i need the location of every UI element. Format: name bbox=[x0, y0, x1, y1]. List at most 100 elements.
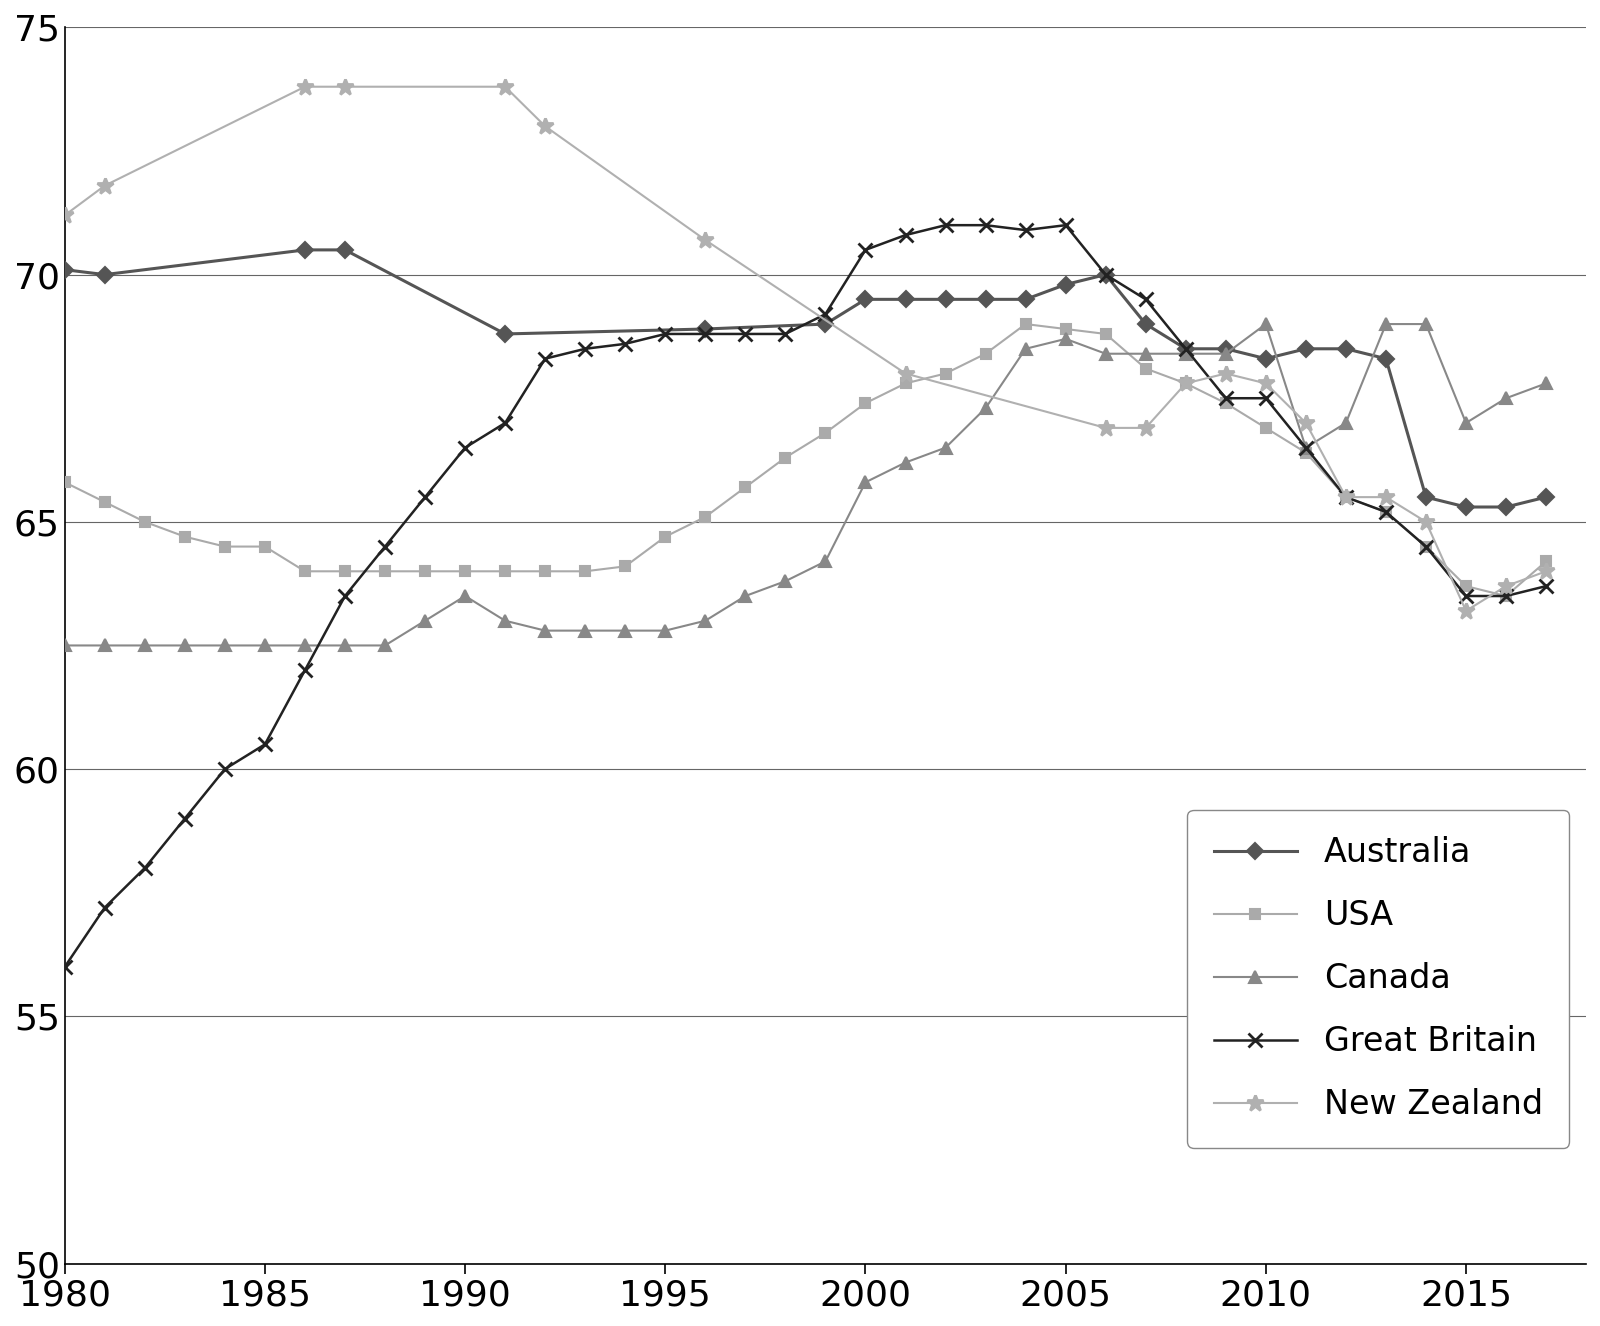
USA bbox=[1216, 395, 1235, 411]
Great Britain bbox=[1016, 223, 1035, 239]
Canada bbox=[1376, 316, 1395, 332]
USA bbox=[416, 564, 435, 579]
USA bbox=[456, 564, 475, 579]
Great Britain bbox=[1376, 504, 1395, 520]
Australia bbox=[1056, 277, 1075, 293]
New Zealand bbox=[1296, 415, 1315, 431]
Canada bbox=[94, 638, 114, 654]
New Zealand bbox=[1336, 489, 1355, 505]
Great Britain bbox=[1296, 440, 1315, 456]
Canada bbox=[336, 638, 355, 654]
USA bbox=[1336, 489, 1355, 505]
USA bbox=[1536, 553, 1555, 569]
USA bbox=[576, 564, 595, 579]
Great Britain bbox=[856, 241, 875, 257]
Legend: Australia, USA, Canada, Great Britain, New Zealand: Australia, USA, Canada, Great Britain, N… bbox=[1187, 810, 1570, 1148]
New Zealand bbox=[1216, 366, 1235, 382]
USA bbox=[1456, 578, 1475, 594]
New Zealand bbox=[896, 366, 915, 382]
Great Britain bbox=[1536, 578, 1555, 594]
USA bbox=[616, 558, 635, 574]
Canada bbox=[1056, 332, 1075, 347]
Great Britain bbox=[336, 587, 355, 603]
Australia bbox=[936, 292, 955, 308]
Australia bbox=[296, 241, 315, 257]
Australia bbox=[896, 292, 915, 308]
Great Britain bbox=[736, 326, 755, 342]
USA bbox=[896, 375, 915, 391]
Great Britain bbox=[136, 861, 155, 876]
USA bbox=[256, 538, 275, 554]
Australia bbox=[696, 321, 715, 337]
Great Britain bbox=[1456, 587, 1475, 603]
Australia bbox=[496, 326, 515, 342]
Great Britain bbox=[1216, 390, 1235, 406]
Great Britain bbox=[1496, 587, 1515, 603]
New Zealand bbox=[296, 78, 315, 94]
New Zealand bbox=[1496, 578, 1515, 594]
Canada bbox=[776, 573, 795, 589]
Great Britain bbox=[1416, 538, 1435, 554]
Canada bbox=[856, 475, 875, 491]
Canada bbox=[296, 638, 315, 654]
Canada bbox=[456, 587, 475, 603]
Great Britain bbox=[1176, 341, 1195, 357]
New Zealand bbox=[1536, 564, 1555, 579]
Australia bbox=[1496, 499, 1515, 514]
Great Britain bbox=[496, 415, 515, 431]
USA bbox=[1056, 321, 1075, 337]
Great Britain bbox=[896, 227, 915, 243]
USA bbox=[1016, 316, 1035, 332]
USA bbox=[816, 424, 835, 440]
Australia bbox=[816, 316, 835, 332]
USA bbox=[856, 395, 875, 411]
Australia bbox=[336, 241, 355, 257]
New Zealand bbox=[496, 78, 515, 94]
USA bbox=[176, 529, 195, 545]
Canada bbox=[1256, 316, 1275, 332]
Canada bbox=[256, 638, 275, 654]
Canada bbox=[936, 440, 955, 456]
Australia bbox=[1216, 341, 1235, 357]
Great Britain bbox=[1056, 217, 1075, 233]
Australia bbox=[1416, 489, 1435, 505]
Australia bbox=[1536, 489, 1555, 505]
Canada bbox=[1176, 346, 1195, 362]
USA bbox=[696, 509, 715, 525]
Australia bbox=[1296, 341, 1315, 357]
Australia bbox=[976, 292, 995, 308]
Great Britain bbox=[776, 326, 795, 342]
New Zealand bbox=[696, 232, 715, 248]
Line: USA: USA bbox=[59, 320, 1550, 601]
USA bbox=[1496, 587, 1515, 603]
Australia bbox=[1376, 350, 1395, 366]
Canada bbox=[1096, 346, 1115, 362]
Line: New Zealand: New Zealand bbox=[56, 78, 1555, 619]
New Zealand bbox=[1416, 514, 1435, 530]
Canada bbox=[616, 623, 635, 639]
USA bbox=[1376, 504, 1395, 520]
Australia bbox=[1256, 350, 1275, 366]
New Zealand bbox=[1136, 420, 1155, 436]
USA bbox=[976, 346, 995, 362]
Canada bbox=[576, 623, 595, 639]
Great Britain bbox=[616, 335, 635, 351]
USA bbox=[216, 538, 235, 554]
Canada bbox=[816, 553, 835, 569]
Canada bbox=[896, 455, 915, 471]
USA bbox=[54, 475, 74, 491]
Canada bbox=[1216, 346, 1235, 362]
New Zealand bbox=[1096, 420, 1115, 436]
Great Britain bbox=[216, 761, 235, 777]
Canada bbox=[416, 613, 435, 629]
Canada bbox=[1296, 440, 1315, 456]
New Zealand bbox=[536, 118, 555, 134]
Australia bbox=[1136, 316, 1155, 332]
Canada bbox=[536, 623, 555, 639]
New Zealand bbox=[1256, 375, 1275, 391]
USA bbox=[1416, 538, 1435, 554]
USA bbox=[1136, 361, 1155, 377]
Great Britain bbox=[456, 440, 475, 456]
Great Britain bbox=[576, 341, 595, 357]
Great Britain bbox=[176, 810, 195, 826]
